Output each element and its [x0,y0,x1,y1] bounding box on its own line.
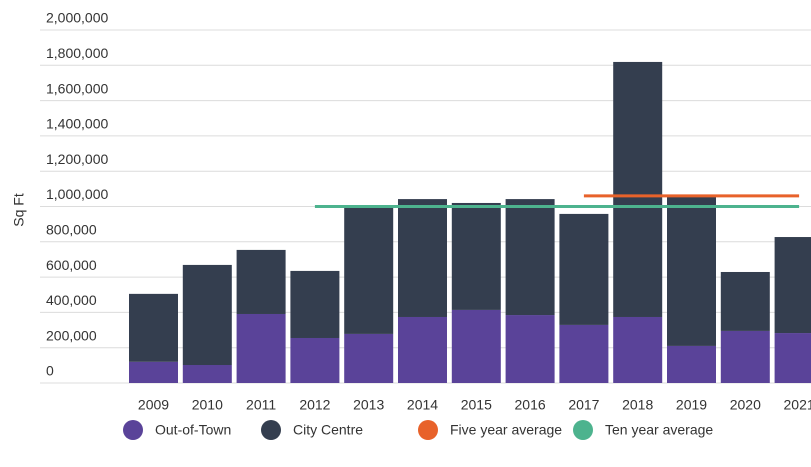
y-tick-label: 1,400,000 [46,116,108,132]
bar-segment [720,271,770,331]
bar-segment [613,61,663,317]
bar-segment [613,316,663,383]
y-tick-label: 600,000 [46,257,97,273]
y-tick-label: 200,000 [46,327,97,343]
y-tick-label: 1,800,000 [46,45,108,61]
bar-segment [774,237,811,334]
y-tick-label: 2,000,000 [46,10,108,26]
bar-segment [720,330,770,383]
x-tick-label: 2012 [299,397,330,413]
bar-segment [451,309,501,383]
bar-segment [290,270,340,338]
legend-label: Out-of-Town [155,422,231,438]
x-tick-label: 2009 [138,397,169,413]
y-tick-label: 1,600,000 [46,80,108,96]
x-tick-label: 2016 [515,397,546,413]
bar-segment [667,195,716,346]
y-axis-title: Sq Ft [11,193,27,227]
y-tick-label: 1,200,000 [46,151,108,167]
bar-segment [236,249,286,314]
bar-segment [398,316,447,383]
bar-segment [505,315,555,383]
x-tick-label: 2017 [568,397,599,413]
bar-segment [559,324,609,383]
bar-segment [344,333,394,383]
bar-segment [290,337,340,383]
x-tick-label: 2013 [353,397,384,413]
x-tick-label: 2018 [622,397,653,413]
y-tick-label: 800,000 [46,222,97,238]
legend-swatch [573,420,593,440]
bar-segment [182,364,232,383]
legend-swatch [418,420,438,440]
legend-swatch [123,420,143,440]
bar-segment [774,333,811,383]
x-tick-label: 2021 [784,397,811,413]
bar-segment [559,213,609,325]
y-tick-label: 0 [46,363,54,379]
bar-segment [398,199,447,317]
x-tick-label: 2019 [676,397,707,413]
bar-segment [505,199,555,316]
x-tick-label: 2014 [407,397,438,413]
bar-segment [129,361,178,383]
bar-segment [451,202,501,310]
bar-segment [129,293,178,362]
bar-segment [667,345,716,383]
legend-swatch [261,420,281,440]
legend-label: Five year average [450,422,562,438]
x-tick-label: 2010 [192,397,223,413]
x-tick-label: 2020 [730,397,761,413]
y-tick-label: 400,000 [46,292,97,308]
legend-label: City Centre [293,422,363,438]
bar-segment [344,207,394,334]
legend-label: Ten year average [605,422,713,438]
x-tick-label: 2011 [246,397,276,413]
bar-segment [182,264,232,365]
x-tick-label: 2015 [461,397,492,413]
y-tick-label: 1,000,000 [46,186,108,202]
bar-segment [236,313,286,383]
